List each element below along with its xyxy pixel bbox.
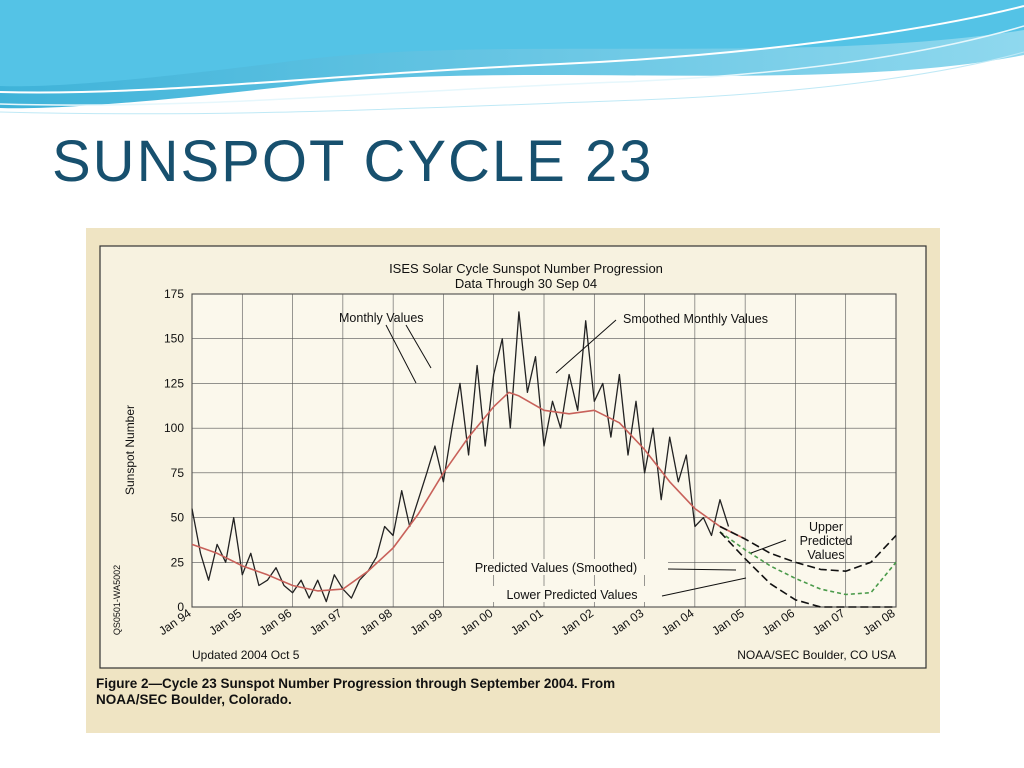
y-tick-label: 150 bbox=[164, 332, 184, 346]
annotation-monthly: Monthly Values bbox=[339, 311, 424, 325]
slide-title: SUNSPOT CYCLE 23 bbox=[52, 129, 654, 194]
series-monthly-line bbox=[191, 311, 730, 603]
header-wave-line bbox=[0, 25, 1024, 106]
annotation-arrow bbox=[661, 577, 747, 597]
series-smoothed-line bbox=[191, 391, 746, 592]
chart-title: ISES Solar Cycle Sunspot Number Progress… bbox=[389, 261, 663, 276]
series-layer bbox=[191, 311, 897, 608]
y-tick-labels: 0 25 50 75 100 125 150 175 bbox=[164, 287, 184, 614]
y-tick-label: 25 bbox=[171, 555, 185, 569]
y-tick-label: 0 bbox=[177, 600, 184, 614]
sunspot-chart: ISES Solar Cycle Sunspot Number Progress… bbox=[99, 245, 927, 669]
document-id: QS0501-WA5002 bbox=[112, 565, 122, 635]
y-axis-label: Sunspot Number bbox=[123, 405, 137, 495]
annotation-upper-2: Predicted bbox=[800, 534, 853, 548]
figure-caption: Figure 2—Cycle 23 Sunspot Number Progres… bbox=[96, 676, 876, 708]
annotation-predicted: Predicted Values (Smoothed) bbox=[475, 561, 637, 575]
annotation-arrow bbox=[385, 324, 417, 384]
y-tick-label: 100 bbox=[164, 421, 184, 435]
caption-line-2: NOAA/SEC Boulder, Colorado. bbox=[96, 692, 292, 707]
annotation-arrow bbox=[405, 324, 432, 369]
annotation-upper-1: Upper bbox=[809, 520, 843, 534]
annotation-bg bbox=[482, 586, 662, 602]
chart-subtitle: Data Through 30 Sep 04 bbox=[455, 276, 597, 291]
header-wave-mid bbox=[0, 0, 1024, 87]
series-predicted-smoothed-line bbox=[719, 531, 897, 596]
series-upper-predicted-line bbox=[719, 525, 897, 573]
header-wave-line bbox=[0, 5, 1024, 94]
series-lower-predicted-line bbox=[719, 531, 896, 608]
slide-header-waves bbox=[0, 0, 1024, 115]
updated-note: Updated 2004 Oct 5 bbox=[192, 648, 300, 662]
annotation-arrow bbox=[750, 539, 787, 554]
y-tick-label: 50 bbox=[171, 511, 185, 525]
y-tick-label: 75 bbox=[171, 466, 185, 480]
header-wave-line bbox=[0, 51, 1024, 115]
caption-line-1: Figure 2—Cycle 23 Sunspot Number Progres… bbox=[96, 676, 616, 691]
y-tick-label: 125 bbox=[164, 376, 184, 390]
annotation-lower: Lower Predicted Values bbox=[506, 588, 637, 602]
source-note: NOAA/SEC Boulder, CO USA bbox=[737, 648, 896, 662]
annotation-arrow bbox=[555, 319, 617, 374]
figure-scan: ISES Solar Cycle Sunspot Number Progress… bbox=[86, 228, 940, 733]
grid-lines bbox=[191, 293, 897, 608]
annotation-smoothed: Smoothed Monthly Values bbox=[623, 312, 768, 326]
annotation-bg bbox=[444, 559, 668, 575]
y-tick-label: 175 bbox=[164, 287, 184, 301]
annotation-arrow bbox=[667, 568, 737, 571]
annotation-upper-3: Values bbox=[807, 548, 844, 562]
